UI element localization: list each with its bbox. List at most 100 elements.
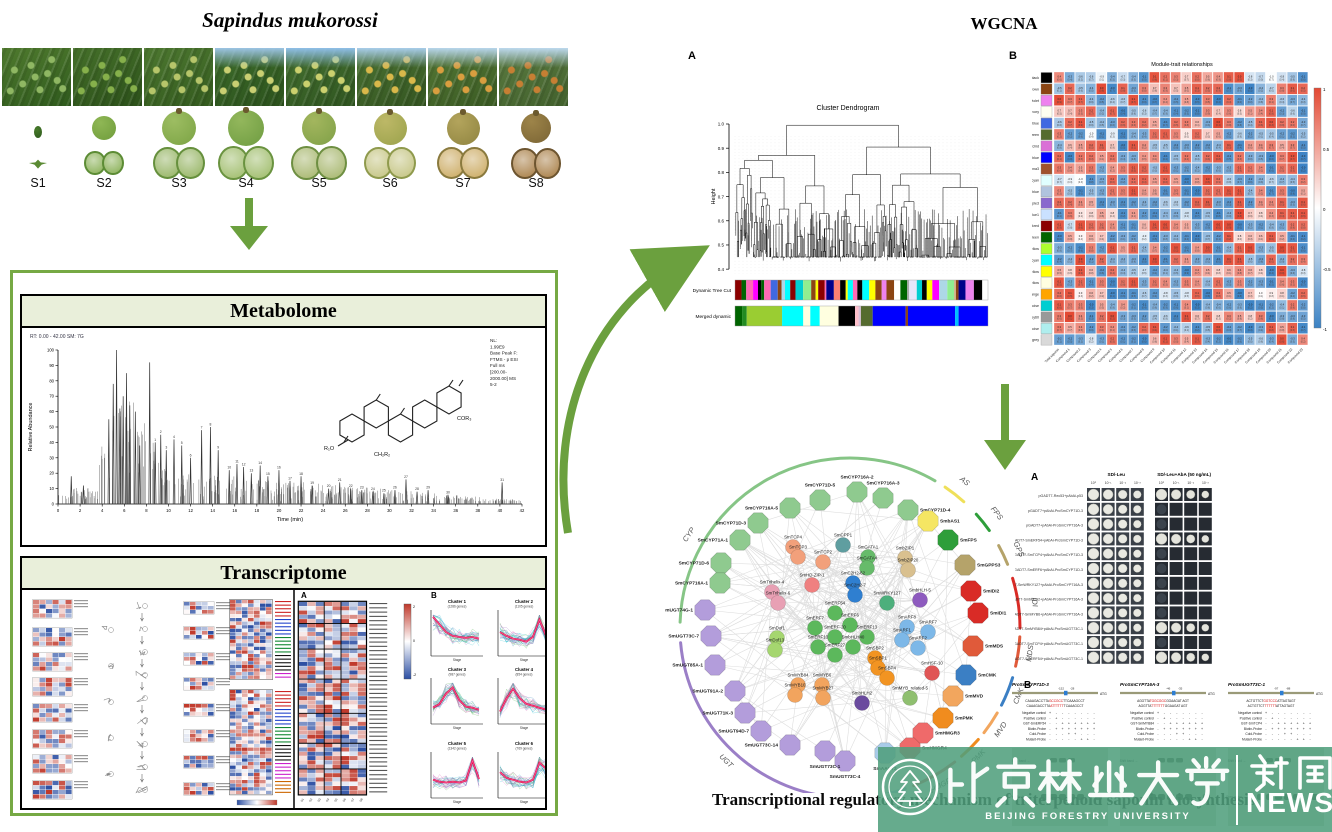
svg-text:0.2: 0.2: [1206, 314, 1210, 318]
svg-text:(0.5): (0.5): [1216, 250, 1221, 252]
svg-text:(0.5): (0.5): [1078, 205, 1083, 207]
svg-text:-0.4: -0.4: [1110, 302, 1115, 306]
svg-text:(0.3): (0.3): [1057, 193, 1062, 195]
svg-text:0.1: 0.1: [1057, 223, 1061, 227]
svg-text:0.1: 0.1: [1291, 245, 1295, 249]
svg-text:(0.8): (0.8): [1290, 319, 1295, 321]
svg-text:(0.4): (0.4): [1205, 273, 1210, 275]
svg-text:(0.8): (0.8): [1089, 250, 1094, 252]
network-node-SmbHLH40: SmbHLH40: [842, 634, 865, 655]
news-cn-glyphs: [1250, 754, 1332, 792]
fruit-stem: [460, 108, 466, 115]
svg-text:(0.9): (0.9): [1089, 330, 1094, 332]
svg-text:Module-trait relationships: Module-trait relationships: [1151, 62, 1213, 68]
svg-text:(0.3): (0.3): [1269, 125, 1274, 127]
svg-text:-0.5: -0.5: [1152, 166, 1157, 170]
svg-text:(0.7): (0.7): [1301, 125, 1306, 127]
svg-text:28: 28: [365, 508, 370, 513]
svg-text:0.1: 0.1: [1291, 325, 1295, 329]
svg-text:(0.1): (0.1): [1099, 136, 1104, 138]
svg-text:(0.2): (0.2): [1248, 136, 1253, 138]
svg-text:0.2: 0.2: [1280, 120, 1284, 124]
svg-text:Cluster 6: Cluster 6: [515, 741, 534, 746]
svg-text:-0.2: -0.2: [1142, 314, 1147, 318]
whole-fruit-S7: [446, 111, 480, 145]
svg-text:(0.8): (0.8): [1216, 273, 1221, 275]
svg-text:-0.2: -0.2: [1237, 325, 1242, 329]
svg-text:-0.2: -0.2: [1057, 337, 1062, 341]
svg-text:(0.9): (0.9): [1068, 239, 1073, 241]
whole-fruit-S1: [34, 126, 42, 138]
svg-text:12: 12: [242, 463, 246, 467]
svg-text:0.5: 0.5: [1238, 314, 1242, 318]
svg-text:(0.7): (0.7): [1301, 159, 1306, 161]
svg-text:10: 10: [227, 466, 231, 470]
svg-text:0.1: 0.1: [1227, 188, 1231, 192]
svg-text:(0.6): (0.6): [1152, 307, 1157, 309]
network-node-SmFPS: SmFPS: [937, 529, 978, 551]
network-node-SmCMK: SmCMK: [955, 664, 997, 686]
svg-text:(0.2): (0.2): [1248, 228, 1253, 230]
svg-text:(0.9): (0.9): [1205, 228, 1210, 230]
network-node-SmCPP1: SmCPP1: [834, 532, 853, 553]
svg-text:(0.5): (0.5): [1099, 102, 1104, 104]
svg-text:0.4: 0.4: [1110, 325, 1114, 329]
svg-text:Cluster 1: Cluster 1: [448, 599, 467, 604]
svg-text:0.4: 0.4: [1153, 154, 1157, 158]
network-node-SmDof13: SmDof13: [766, 637, 785, 658]
svg-text:(0.4): (0.4): [1121, 114, 1126, 116]
svg-text:(0.1): (0.1): [1057, 91, 1062, 93]
svg-text:(0.5): (0.5): [1110, 262, 1115, 264]
svg-text:6: 6: [190, 453, 192, 457]
svg-text:-0.3: -0.3: [1142, 131, 1147, 135]
svg-text:0.4: 0.4: [1142, 154, 1146, 158]
svg-text:(0.0): (0.0): [1184, 136, 1189, 138]
svg-text:(0.3): (0.3): [1089, 319, 1094, 321]
svg-text:-0.0: -0.0: [1089, 302, 1094, 306]
svg-text:-0.4: -0.4: [1131, 74, 1136, 78]
svg-text:(0.3): (0.3): [1121, 79, 1126, 81]
svg-text:26: 26: [393, 486, 397, 490]
svg-text:0.2: 0.2: [1195, 74, 1199, 78]
svg-text:-0.4: -0.4: [1216, 302, 1221, 306]
svg-text:0.1: 0.1: [1153, 325, 1157, 329]
svg-text:22: 22: [349, 484, 353, 488]
svg-text:(0.3): (0.3): [1248, 330, 1253, 332]
svg-text:0.1: 0.1: [1153, 74, 1157, 78]
svg-text:(0.1): (0.1): [1110, 330, 1115, 332]
svg-text:(0.7): (0.7): [1301, 330, 1306, 332]
svg-text:(0.0): (0.0): [1258, 79, 1263, 81]
network-node-SmTCP3: SmTCP3: [789, 544, 807, 565]
svg-text:-0.6: -0.6: [1184, 325, 1189, 329]
svg-text:(0.2): (0.2): [1258, 193, 1263, 195]
svg-text:(0.7): (0.7): [1121, 102, 1126, 104]
svg-text:0.5: 0.5: [1185, 97, 1189, 101]
svg-text:(0.5): (0.5): [1184, 114, 1189, 116]
svg-text:(0.8): (0.8): [1121, 91, 1126, 93]
svg-text:0.4: 0.4: [1132, 211, 1136, 215]
svg-text:(0.7): (0.7): [1258, 250, 1263, 252]
svg-text:80: 80: [49, 378, 54, 383]
svg-text:90: 90: [49, 363, 54, 368]
svg-text:(0.8): (0.8): [1099, 262, 1104, 264]
svg-text:2: 2: [160, 430, 162, 434]
svg-text:(0.9): (0.9): [1057, 228, 1062, 230]
svg-text:(0.6): (0.6): [1089, 171, 1094, 173]
svg-text:0.1: 0.1: [1132, 188, 1136, 192]
svg-text:(0.4): (0.4): [1057, 205, 1062, 207]
svg-text:(0.4): (0.4): [1258, 273, 1263, 275]
svg-text:(0.6): (0.6): [1078, 136, 1083, 138]
svg-text:-0.2: -0.2: [1131, 200, 1136, 204]
svg-text:(0.7): (0.7): [1089, 114, 1094, 116]
svg-text:0.1: 0.1: [1057, 302, 1061, 306]
y1h-assay-panel: A SD/-Leu SD/-Leu+AbA (50 ng/mL)10⁰ 10⁰10⁻¹…: [1015, 472, 1212, 664]
svg-text:(0.2): (0.2): [1280, 239, 1285, 241]
svg-text:14: 14: [210, 508, 215, 513]
svg-text:(0.4): (0.4): [1068, 114, 1073, 116]
svg-text:(0.7): (0.7): [1269, 148, 1274, 150]
svg-text:0.2: 0.2: [1100, 314, 1104, 318]
svg-text:(0.8): (0.8): [1258, 102, 1263, 104]
svg-text:(0.4): (0.4): [1280, 148, 1285, 150]
svg-text:(0.7): (0.7): [1248, 250, 1253, 252]
svg-text:(0.0): (0.0): [1269, 239, 1274, 241]
